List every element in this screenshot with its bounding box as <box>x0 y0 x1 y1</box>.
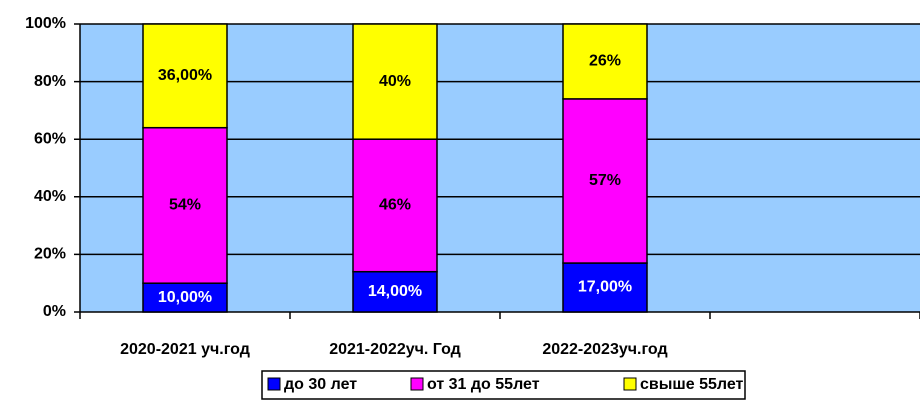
legend-label: свыше 55лет <box>640 376 744 393</box>
data-label: 57% <box>589 172 621 189</box>
legend-swatch <box>267 377 281 391</box>
data-label: 40% <box>379 73 411 90</box>
bar-segment <box>562 98 648 264</box>
y-tick-label: 0% <box>43 303 66 320</box>
legend-label: от 31 до 55лет <box>427 376 540 393</box>
data-label: 14,00% <box>368 283 422 300</box>
legend-swatch <box>623 377 637 391</box>
legend-box <box>261 370 746 400</box>
data-label: 54% <box>169 197 201 214</box>
legend-label: до 30 лет <box>284 376 357 393</box>
data-label: 17,00% <box>578 279 632 296</box>
data-label: 36,00% <box>158 67 212 84</box>
x-tick-label: 2020-2021 уч.год <box>120 341 250 358</box>
bar-segment <box>142 23 228 129</box>
y-tick-label: 100% <box>25 15 66 32</box>
data-label: 46% <box>379 197 411 214</box>
bar-segment <box>142 126 228 284</box>
bar-segment <box>352 23 438 140</box>
y-tick-label: 60% <box>34 130 66 147</box>
bar-segment <box>562 262 648 313</box>
y-tick-label: 20% <box>34 246 66 263</box>
y-tick-label: 40% <box>34 188 66 205</box>
y-tick-label: 80% <box>34 73 66 90</box>
bar-segment <box>562 23 648 100</box>
data-label: 10,00% <box>158 289 212 306</box>
bar-segment <box>352 138 438 273</box>
x-tick-label: 2022-2023уч.год <box>542 341 667 358</box>
data-label: 26% <box>589 53 621 70</box>
bar-segment <box>142 282 228 313</box>
legend-swatch <box>410 377 424 391</box>
bar-segment <box>352 270 438 313</box>
x-tick-label: 2021-2022уч. Год <box>329 341 461 358</box>
